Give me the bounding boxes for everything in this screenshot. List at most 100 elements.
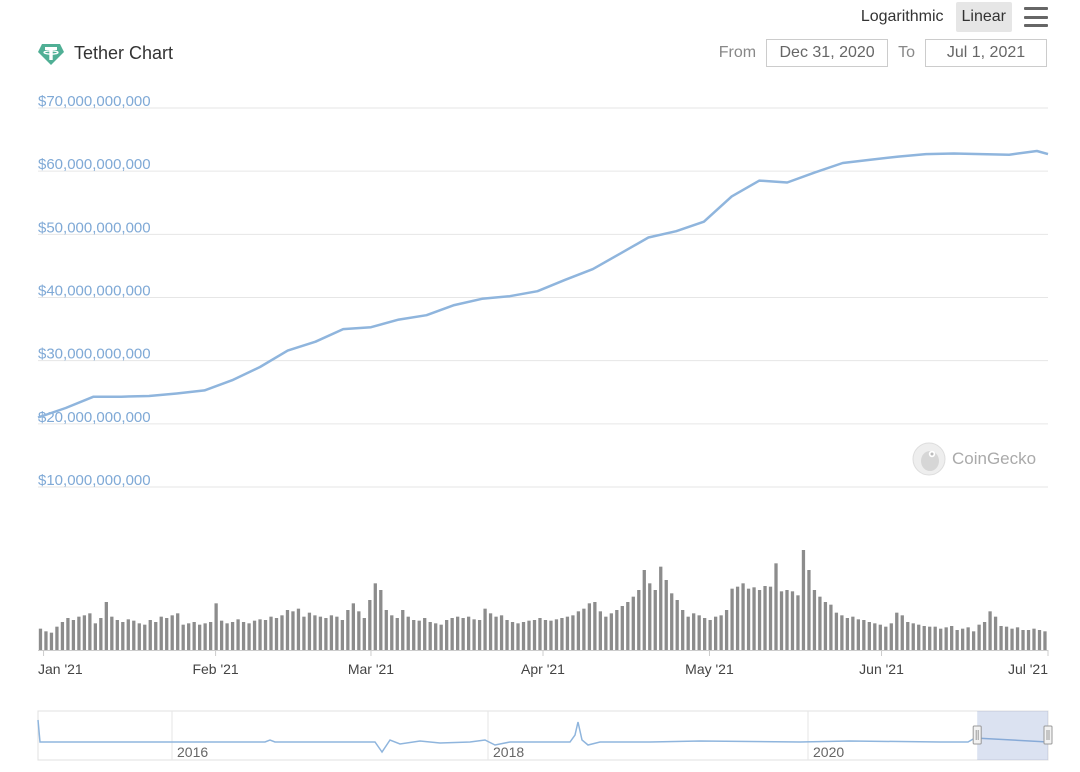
volume-bar (82, 615, 87, 650)
to-date-input[interactable] (925, 39, 1047, 67)
volume-bar (516, 623, 520, 650)
volume-bar (466, 616, 471, 650)
volume-bar (192, 622, 196, 650)
logarithmic-button[interactable]: Logarithmic (860, 8, 944, 25)
volume-bar (456, 616, 460, 650)
volume-bar (554, 619, 559, 650)
volume-bar (1037, 630, 1042, 650)
volume-bar (664, 580, 668, 650)
volume-bar (60, 622, 65, 650)
y-tick-label: $60,000,000,000 (38, 156, 151, 173)
volume-bar (631, 596, 635, 650)
volume-bar (505, 620, 509, 650)
volume-bar (807, 570, 811, 650)
volume-bar (208, 622, 213, 650)
volume-bar (159, 616, 163, 650)
volume-bar (889, 623, 893, 650)
volume-bar (999, 626, 1003, 650)
volume-bar (637, 590, 641, 650)
volume-bar (252, 620, 257, 650)
volume-bar (757, 590, 762, 650)
volume-bar (143, 624, 147, 650)
volume-bar (219, 620, 224, 650)
navigator-tick-label: 2018 (493, 744, 524, 760)
volume-bar (571, 615, 575, 650)
volume-bar (818, 596, 822, 650)
volume-bar (988, 611, 992, 650)
volume-bar (659, 566, 663, 650)
volume-bar (110, 616, 114, 650)
volume-bar (307, 612, 312, 650)
volume-bar (873, 623, 877, 650)
volume-bar (165, 618, 169, 650)
volume-bar (774, 563, 778, 650)
volume-bar (867, 622, 871, 650)
navigator-series (37, 719, 1049, 754)
volume-bar (713, 616, 718, 650)
volume-bar (670, 593, 674, 650)
volume-bar (335, 616, 339, 650)
x-tick-label: Jul '21 (1008, 661, 1048, 677)
linear-button[interactable]: Linear (955, 2, 1012, 32)
x-tick-label: Jun '21 (859, 661, 904, 677)
volume-bar (241, 622, 246, 650)
from-label: From (718, 44, 757, 61)
volume-bar (373, 583, 377, 650)
volume-bar (329, 615, 334, 650)
volume-bar (719, 615, 723, 650)
volume-bar (1010, 628, 1014, 650)
volume-bar (620, 606, 624, 650)
volume-bar (730, 588, 734, 650)
price-line-series (37, 149, 1049, 419)
volume-bar (801, 550, 806, 650)
volume-bar (263, 620, 268, 650)
volume-bar (236, 619, 240, 650)
volume-bar (148, 620, 152, 650)
navigator-handle[interactable] (972, 725, 982, 745)
volume-bar (1026, 630, 1031, 650)
tether-logo-icon (38, 44, 64, 65)
volume-bar (104, 602, 108, 650)
volume-bar (187, 623, 191, 650)
volume-bar (434, 623, 438, 650)
navigator-handle[interactable] (1043, 725, 1053, 745)
y-tick-label: $20,000,000,000 (38, 409, 151, 426)
volume-bar (340, 620, 345, 650)
volume-bar (379, 590, 383, 650)
volume-bar (642, 570, 646, 650)
volume-bar (878, 624, 882, 650)
volume-bar (1004, 626, 1009, 650)
volume-bar (779, 591, 784, 650)
navigator-tick-label: 2020 (813, 744, 844, 760)
navigator[interactable]: 2016 2018 2020 (37, 710, 1053, 761)
navigator-selection[interactable] (977, 711, 1048, 760)
volume-bar (472, 619, 476, 650)
volume-bar (280, 615, 284, 650)
scale-toolbar: Logarithmic Linear (855, 2, 1048, 32)
volume-bar (274, 618, 279, 650)
volume-bar (412, 620, 416, 650)
volume-bar (977, 624, 981, 650)
volume-bar (1032, 628, 1036, 650)
volume-bar (291, 611, 295, 650)
y-tick-label: $40,000,000,000 (38, 283, 151, 300)
volume-bar (121, 622, 125, 650)
volume-bar (1021, 630, 1025, 650)
volume-bar (993, 616, 998, 650)
coingecko-logo-icon (912, 442, 946, 476)
volume-bar (653, 590, 657, 650)
volume-bar (527, 620, 531, 650)
volume-bar (966, 627, 970, 650)
volume-bar (856, 619, 860, 650)
volume-bar (461, 618, 465, 650)
hamburger-menu-icon[interactable] (1024, 7, 1048, 27)
volume-bar (708, 620, 712, 650)
volume-bar (258, 619, 262, 650)
volume-bar (247, 623, 251, 650)
from-date-input[interactable] (766, 39, 889, 67)
volume-bar (576, 611, 581, 650)
volume-bar (906, 622, 910, 650)
volume-bar (928, 626, 932, 650)
volume-bar (362, 618, 366, 650)
volume-bar (198, 624, 202, 650)
